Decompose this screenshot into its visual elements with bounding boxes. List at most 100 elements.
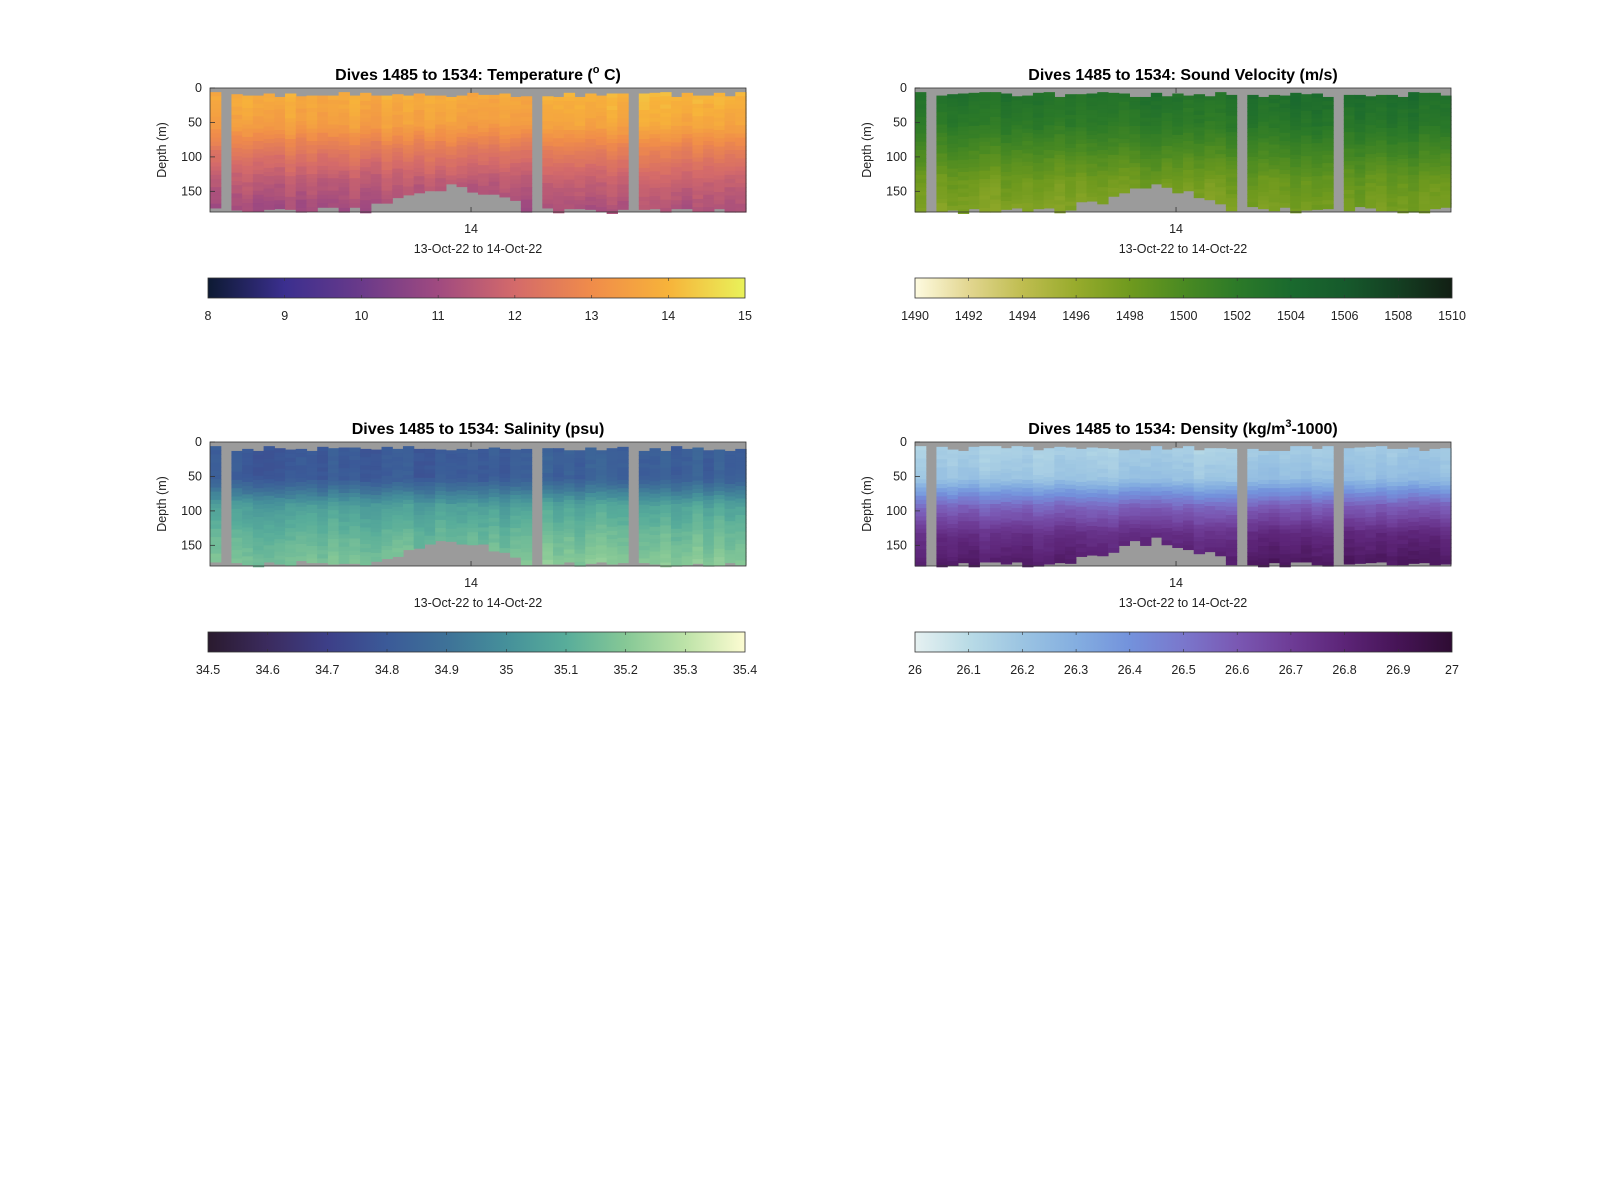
- heatmap-cell: [990, 112, 1002, 118]
- heatmap-cell: [1300, 545, 1313, 551]
- heatmap-cell: [1161, 519, 1173, 525]
- heatmap-cell: [638, 517, 651, 522]
- heatmap-cell: [574, 458, 586, 464]
- heatmap-cell: [488, 455, 501, 461]
- heatmap-cell: [317, 550, 329, 555]
- heatmap-cell: [936, 508, 948, 514]
- heatmap-cell: [1258, 167, 1270, 172]
- heatmap-cell: [670, 138, 683, 144]
- heatmap-cell: [317, 128, 329, 134]
- heatmap-cell: [957, 508, 970, 514]
- heatmap-cell: [585, 455, 597, 461]
- heatmap-cell: [595, 475, 608, 480]
- heatmap-cell: [1300, 524, 1313, 530]
- heatmap-cell: [1322, 200, 1334, 206]
- heatmap-cell: [306, 550, 318, 555]
- heatmap-cell: [1054, 450, 1066, 456]
- heatmap-cell: [585, 505, 597, 511]
- heatmap-cell: [1215, 129, 1227, 135]
- heatmap-cell: [252, 562, 265, 568]
- heatmap-cell: [681, 448, 693, 454]
- heatmap-cell: [327, 543, 340, 548]
- heatmap-cell: [735, 145, 747, 151]
- heatmap-cell: [1386, 181, 1398, 187]
- heatmap-cell: [1011, 454, 1023, 460]
- heatmap-cell: [735, 96, 747, 101]
- heatmap-cell: [295, 531, 308, 537]
- heatmap-cell: [1215, 493, 1227, 499]
- heatmap-cell: [499, 481, 511, 487]
- heatmap-cell: [1107, 150, 1120, 156]
- heatmap-cell: [1172, 526, 1184, 532]
- heatmap-cell: [338, 476, 350, 482]
- heatmap-cell: [520, 515, 533, 520]
- heatmap-cell: [1429, 146, 1441, 152]
- colorbar-tick-label: 35.3: [673, 663, 697, 677]
- heatmap-cell: [381, 145, 393, 150]
- heatmap-cell: [338, 538, 350, 544]
- heatmap-cell: [1300, 102, 1313, 108]
- heatmap-cell: [915, 141, 927, 147]
- heatmap-cell: [1365, 112, 1377, 118]
- heatmap-cell: [1440, 190, 1452, 196]
- heatmap-cell: [649, 551, 661, 557]
- heatmap-cell: [1022, 450, 1034, 456]
- heatmap-cell: [1343, 194, 1356, 199]
- heatmap-cell: [1268, 198, 1281, 203]
- heatmap-cell: [488, 132, 501, 137]
- heatmap-cell: [1086, 118, 1098, 124]
- heatmap-cell: [1375, 206, 1388, 212]
- heatmap-cell: [274, 121, 286, 127]
- heatmap-cell: [520, 543, 533, 549]
- heatmap-cell: [349, 128, 361, 134]
- heatmap-cell: [1183, 504, 1195, 509]
- heatmap-cell: [274, 142, 286, 148]
- heatmap-cell: [1075, 486, 1088, 491]
- heatmap-cell: [467, 167, 479, 172]
- heatmap-cell: [338, 154, 350, 159]
- heatmap-cell: [327, 203, 340, 208]
- colorbar-tick-label: 1498: [1116, 309, 1144, 323]
- heatmap-cell: [1043, 526, 1055, 532]
- heatmap-cell: [724, 521, 736, 526]
- heatmap-cell: [1375, 152, 1388, 158]
- heatmap-cell: [563, 537, 576, 542]
- heatmap-cell: [1375, 161, 1388, 166]
- heatmap-cell: [1408, 178, 1420, 184]
- heatmap-cell: [252, 112, 265, 117]
- heatmap-cell: [703, 470, 715, 476]
- heatmap-cell: [402, 186, 415, 192]
- heatmap-cell: [252, 153, 265, 159]
- heatmap-cell: [1300, 189, 1313, 194]
- heatmap-cell: [402, 128, 415, 134]
- heatmap-cell: [242, 120, 254, 126]
- heatmap-cell: [660, 108, 672, 114]
- heatmap-cell: [263, 541, 275, 546]
- heatmap-cell: [574, 183, 586, 189]
- heatmap-cell: [510, 142, 522, 148]
- heatmap-cell: [1258, 463, 1270, 469]
- heatmap-cell: [542, 551, 554, 557]
- heatmap-cell: [1343, 136, 1356, 141]
- heatmap-cell: [542, 460, 554, 466]
- heatmap-cell: [295, 125, 308, 130]
- heatmap-cell: [392, 114, 404, 120]
- heatmap-cell: [1290, 512, 1302, 517]
- heatmap-cell: [1247, 115, 1259, 121]
- heatmap-cell: [1183, 499, 1195, 505]
- heatmap-cell: [1300, 458, 1313, 464]
- heatmap-cell: [606, 555, 618, 561]
- heatmap-cell: [1311, 523, 1323, 529]
- heatmap-cell: [1022, 550, 1034, 555]
- heatmap-cell: [681, 192, 693, 197]
- heatmap-cell: [915, 100, 927, 106]
- heatmap-cell: [274, 514, 286, 520]
- heatmap-cell: [1140, 475, 1152, 480]
- heatmap-cell: [1290, 524, 1302, 530]
- heatmap-cell: [660, 158, 672, 163]
- heatmap-cell: [990, 203, 1002, 209]
- heatmap-cell: [1258, 471, 1270, 477]
- heatmap-cell: [703, 524, 715, 530]
- heatmap-cell: [660, 508, 672, 514]
- heatmap-cell: [947, 181, 959, 186]
